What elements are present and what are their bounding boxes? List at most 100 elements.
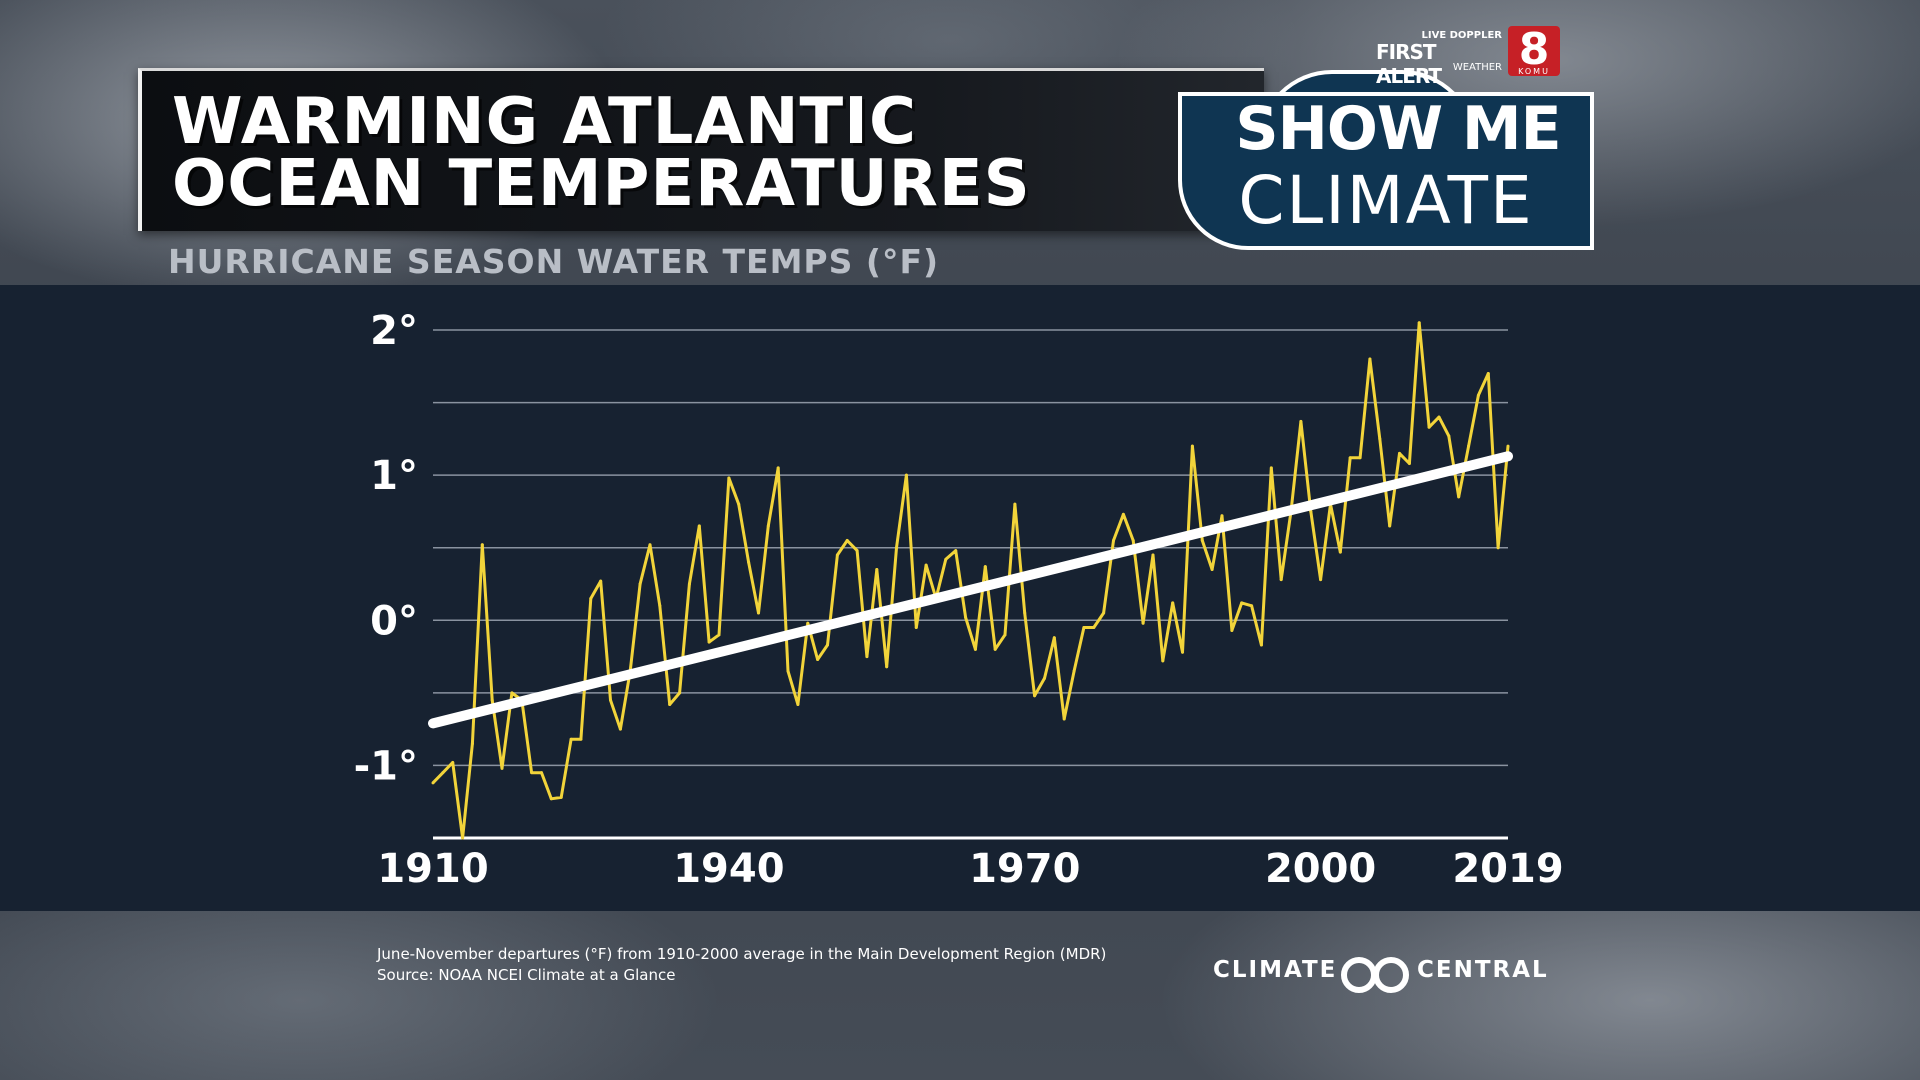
data-point — [1388, 524, 1392, 528]
data-point — [1082, 626, 1086, 630]
data-point — [609, 698, 613, 702]
data-point — [599, 579, 603, 583]
data-point — [835, 553, 839, 557]
data-point — [1210, 567, 1214, 571]
footnote: June-November departures (°F) from 1910-… — [377, 944, 1106, 986]
data-point — [1190, 444, 1194, 448]
chart-subtitle: HURRICANE SEASON WATER TEMPS (°F) — [168, 242, 940, 281]
data-point — [1368, 357, 1372, 361]
data-point — [954, 549, 958, 553]
data-point — [944, 557, 948, 561]
data-point — [431, 781, 435, 785]
data-point — [993, 647, 997, 651]
data-point — [1338, 550, 1342, 554]
badge-line-1: SHOW ME — [1235, 94, 1561, 164]
data-point — [697, 524, 701, 528]
data-point — [895, 546, 899, 550]
data-point — [1348, 456, 1352, 460]
data-point — [855, 549, 859, 553]
data-point — [1141, 621, 1145, 625]
y-tick-label: 0° — [370, 598, 418, 644]
y-tick-label: 1° — [370, 453, 418, 499]
trend-line — [428, 451, 1513, 729]
data-point — [964, 615, 968, 619]
data-point — [658, 604, 662, 608]
data-point — [904, 473, 908, 477]
data-point — [806, 621, 810, 625]
data-point — [1417, 321, 1421, 325]
data-point — [1112, 538, 1116, 542]
data-point — [1042, 676, 1046, 680]
data-point — [1437, 415, 1441, 419]
data-point — [1003, 633, 1007, 637]
data-point — [1240, 601, 1244, 605]
data-point — [776, 466, 780, 470]
data-point — [451, 761, 455, 765]
data-point — [490, 698, 494, 702]
badge-box — [1178, 92, 1594, 250]
data-point — [756, 611, 760, 615]
data-point — [1486, 372, 1490, 376]
data-point — [559, 795, 563, 799]
series-line-temperature — [431, 321, 1510, 840]
data-point — [500, 766, 504, 770]
data-point — [1072, 669, 1076, 673]
data-point — [1131, 538, 1135, 542]
data-point — [1033, 694, 1037, 698]
data-point — [668, 702, 672, 706]
title-banner: WARMING ATLANTIC OCEAN TEMPERATURES — [138, 68, 1264, 231]
data-point — [1171, 601, 1175, 605]
data-point — [1013, 502, 1017, 506]
data-point — [816, 657, 820, 661]
x-tick-label: 2000 — [1265, 846, 1376, 892]
data-point — [1279, 578, 1283, 582]
data-point — [1269, 466, 1273, 470]
data-point — [1151, 553, 1155, 557]
data-point — [569, 737, 573, 741]
data-point — [825, 643, 829, 647]
data-point — [1427, 425, 1431, 429]
series-points — [431, 321, 1510, 840]
data-point — [678, 691, 682, 695]
data-point — [1102, 611, 1106, 615]
data-point — [1181, 650, 1185, 654]
data-point — [687, 582, 691, 586]
data-point — [1398, 451, 1402, 455]
y-axis-labels: 2° 1° 0° -1° — [354, 308, 418, 789]
climate-central-rings-icon — [1341, 957, 1409, 993]
data-point — [1378, 437, 1382, 441]
data-point — [766, 524, 770, 528]
title-line-1: WARMING ATLANTIC — [172, 85, 917, 159]
x-tick-label: 1940 — [673, 846, 784, 892]
gridlines — [433, 329, 1508, 839]
data-point — [638, 582, 642, 586]
data-point — [973, 647, 977, 651]
data-point — [1309, 509, 1313, 513]
data-point — [1506, 444, 1510, 448]
data-point — [1299, 419, 1303, 423]
data-point — [510, 691, 514, 695]
data-point — [1358, 456, 1362, 460]
data-point — [579, 737, 583, 741]
show-me-climate-badge: SHOW ME CLIMATE — [1178, 70, 1594, 250]
station-tagline-top: LIVE DOPPLER — [1421, 30, 1502, 41]
data-point — [796, 702, 800, 706]
data-point — [1220, 514, 1224, 518]
data-point — [480, 543, 484, 547]
data-point — [1062, 717, 1066, 721]
data-point — [549, 797, 553, 801]
data-point — [441, 771, 445, 775]
brand-left-word: CLIMATE — [1213, 957, 1338, 983]
title-line-2: OCEAN TEMPERATURES — [172, 147, 1031, 221]
data-point — [470, 742, 474, 746]
y-tick-label: 2° — [370, 308, 418, 354]
call-sign: KOMU — [1518, 67, 1550, 76]
channel-number: 8 — [1518, 24, 1550, 75]
data-point — [1250, 604, 1254, 608]
x-axis-labels: 1910 1940 1970 2000 2019 — [377, 846, 1563, 892]
data-point — [539, 771, 543, 775]
data-point — [618, 727, 622, 731]
x-tick-label: 1970 — [969, 846, 1080, 892]
station-logo: LIVE DOPPLER FIRST ALERT WEATHER 8 KOMU — [1376, 24, 1566, 88]
